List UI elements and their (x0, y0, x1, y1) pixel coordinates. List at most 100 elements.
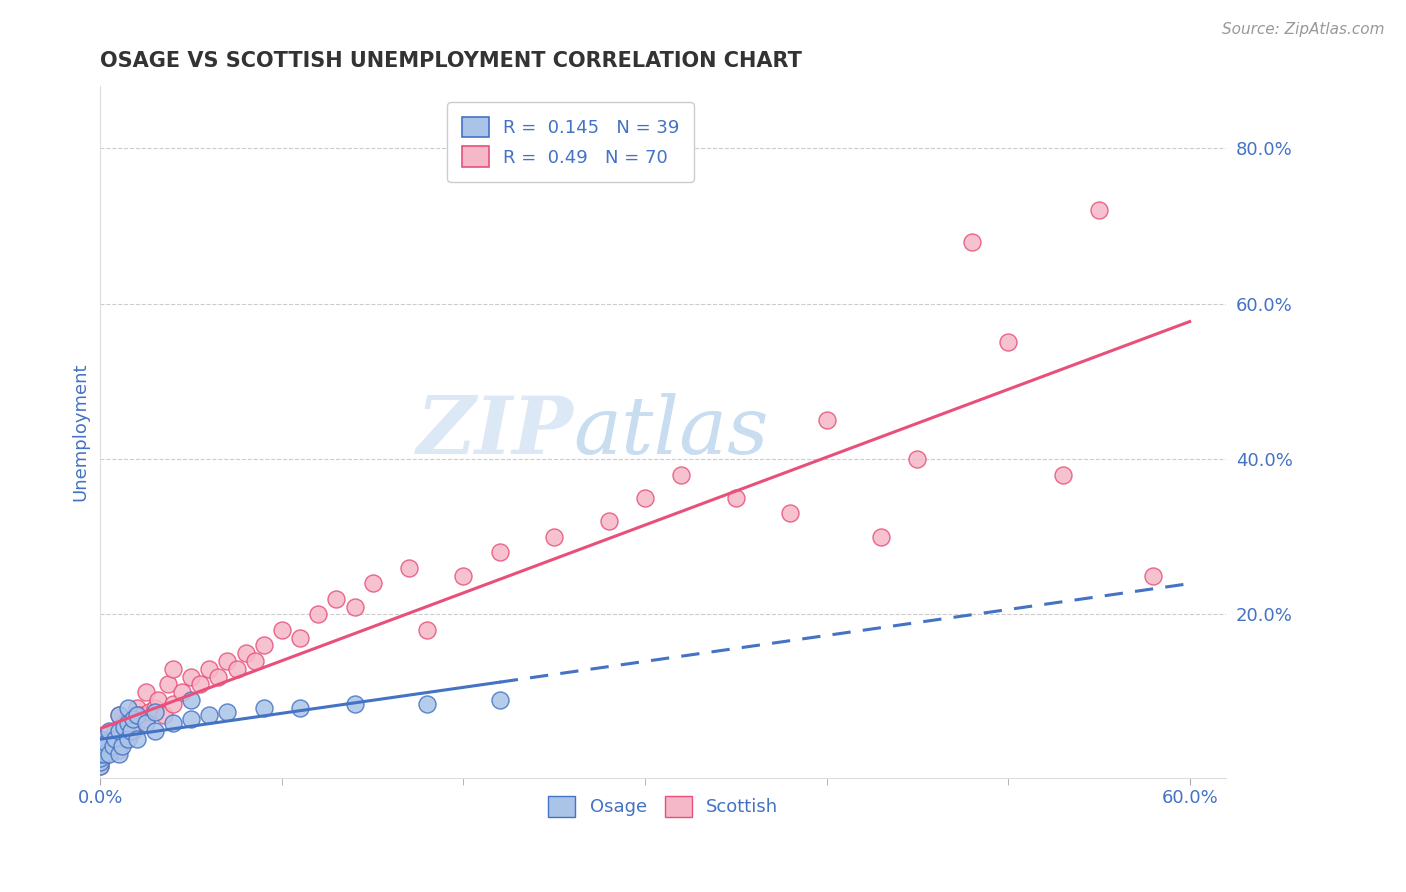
Point (118, 712, 141, 726)
Point (870, 530, 893, 544)
Point (89, 731, 111, 746)
Point (89, 747, 111, 762)
Point (143, 705, 166, 719)
Point (162, 716, 184, 731)
Point (89, 759, 111, 773)
Point (89, 739, 111, 754)
Point (98, 739, 121, 754)
Point (117, 716, 139, 731)
Point (960, 235, 983, 249)
Point (225, 662, 247, 676)
Point (91, 751, 114, 765)
Point (724, 491, 747, 505)
Point (89, 755, 111, 769)
Point (180, 712, 202, 726)
Point (543, 530, 565, 544)
Point (453, 568, 475, 582)
Point (325, 591, 347, 606)
Point (207, 669, 229, 683)
Point (343, 599, 366, 614)
Point (122, 723, 145, 738)
Point (162, 662, 184, 676)
Point (143, 723, 166, 738)
Point (101, 736, 124, 750)
Point (779, 507, 801, 521)
Point (94, 736, 117, 750)
Point (107, 708, 129, 723)
Point (89, 739, 111, 754)
Point (98, 723, 121, 738)
Point (89, 743, 111, 757)
Point (111, 731, 134, 746)
Point (104, 723, 127, 738)
Point (135, 712, 157, 726)
Point (89, 736, 111, 750)
Point (343, 697, 366, 711)
Point (125, 700, 148, 714)
Point (398, 561, 420, 575)
Point (416, 623, 439, 637)
Point (135, 685, 157, 699)
Point (153, 708, 176, 723)
Point (107, 708, 129, 723)
Point (253, 700, 276, 714)
Point (114, 728, 136, 742)
Point (217, 705, 239, 719)
Point (105, 731, 128, 746)
Point (634, 491, 657, 505)
Point (135, 716, 157, 731)
Point (1142, 568, 1164, 582)
Point (997, 335, 1019, 350)
Point (107, 743, 129, 757)
Point (107, 723, 129, 738)
Text: ZIP: ZIP (416, 393, 574, 471)
Point (288, 631, 311, 645)
Point (100, 731, 122, 746)
Point (89, 751, 111, 765)
Point (107, 747, 129, 762)
Point (156, 677, 179, 691)
Point (488, 693, 510, 707)
Point (117, 731, 139, 746)
Point (416, 697, 439, 711)
Point (671, 467, 693, 482)
Text: atlas: atlas (574, 393, 769, 471)
Point (288, 700, 311, 714)
Point (98, 747, 121, 762)
Point (93, 747, 115, 762)
Point (94, 736, 117, 750)
Point (107, 723, 129, 738)
Text: OSAGE VS SCOTTISH UNEMPLOYMENT CORRELATION CHART: OSAGE VS SCOTTISH UNEMPLOYMENT CORRELATI… (100, 51, 803, 70)
Point (129, 708, 152, 723)
Point (488, 545, 510, 559)
Point (104, 731, 127, 746)
Point (125, 708, 148, 723)
Point (598, 514, 620, 528)
Point (188, 677, 211, 691)
Text: Source: ZipAtlas.com: Source: ZipAtlas.com (1222, 22, 1385, 37)
Point (307, 607, 329, 622)
Point (125, 731, 148, 746)
Point (89, 759, 111, 773)
Point (253, 639, 276, 653)
Point (125, 716, 148, 731)
Point (905, 452, 928, 467)
Point (89, 747, 111, 762)
Point (148, 693, 170, 707)
Point (243, 654, 266, 668)
Legend: Osage, Scottish: Osage, Scottish (541, 789, 786, 824)
Point (170, 685, 193, 699)
Point (112, 716, 135, 731)
Point (271, 623, 294, 637)
Point (1052, 467, 1074, 482)
Point (198, 708, 221, 723)
Point (120, 723, 142, 738)
Point (117, 720, 139, 734)
Point (180, 693, 202, 707)
Y-axis label: Unemployment: Unemployment (72, 362, 89, 501)
Point (91, 739, 114, 754)
Point (89, 731, 111, 746)
Point (198, 662, 221, 676)
Point (815, 413, 838, 427)
Point (112, 720, 135, 734)
